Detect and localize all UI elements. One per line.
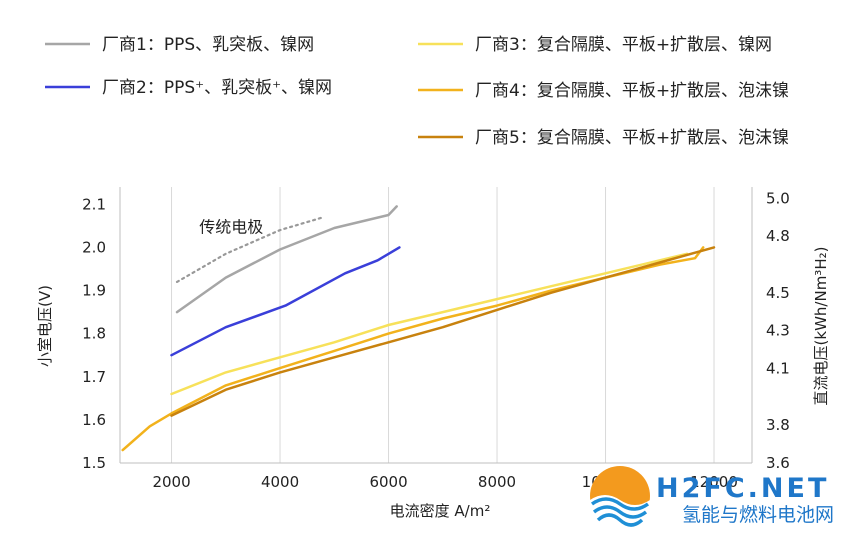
- axes: 1.5 1.6 1.7 1.8 1.9 2.0 2.1 3.6 3.8 4.1 4.3 4.5 4.8 5…: [36, 187, 830, 520]
- y-tick-label: 1.7: [82, 368, 106, 386]
- logo-wave: [596, 513, 644, 527]
- legend-label: 厂商4：复合隔膜、平板+扩散层、泡沫镍: [475, 81, 789, 101]
- y2-tick-label: 5.0: [766, 189, 790, 207]
- logo-wave: [592, 505, 648, 519]
- series-line: [170, 246, 716, 417]
- y2-tick-label: 3.6: [766, 454, 790, 472]
- grid: [171, 187, 715, 463]
- y-tick-label: 1.6: [82, 411, 106, 429]
- legend-label: 厂商2：PPS⁺、乳突板⁺、镍网: [102, 78, 332, 98]
- logo-wave: [590, 497, 650, 511]
- x-tick-label: 2000: [152, 473, 190, 491]
- legend-label: 厂商1：PPS、乳突板、镍网: [102, 35, 314, 55]
- series-line: [175, 205, 398, 314]
- y-tick-label: 1.9: [82, 282, 106, 300]
- series-line: [170, 252, 689, 396]
- x-tick-label: 4000: [261, 473, 299, 491]
- y2-tick-label: 4.1: [766, 359, 790, 377]
- y-tick-label: 1.8: [82, 325, 106, 343]
- y-tick-label: 1.5: [82, 454, 106, 472]
- watermark-text: H2FC.NET: [656, 473, 829, 504]
- y-tick-label: 2.0: [82, 238, 106, 256]
- y-tick-label: 2.1: [82, 195, 106, 213]
- legend-label: 厂商5：复合隔膜、平板+扩散层、泡沫镍: [475, 128, 789, 148]
- y-axis-title: 小室电压(V): [36, 285, 54, 367]
- annotations: 传统电极: [199, 217, 263, 236]
- y2-tick-label: 4.3: [766, 322, 790, 340]
- y2-axis-title: 直流电压(kWh/Nm³H₂): [812, 247, 830, 406]
- series-line: [175, 216, 325, 283]
- x-axis-title: 电流密度 A/m²: [390, 502, 491, 520]
- annotation-label: 传统电极: [199, 217, 263, 236]
- y2-tick-label: 4.8: [766, 227, 790, 245]
- x-tick-label: 12000: [690, 473, 738, 491]
- x-tick-label: 8000: [478, 473, 516, 491]
- series-line: [121, 246, 705, 452]
- series-lines: [121, 205, 716, 452]
- watermark-subtitle: 氢能与燃料电池网: [682, 504, 834, 526]
- series-line: [170, 246, 401, 357]
- legend-label: 厂商3：复合隔膜、平板+扩散层、镍网: [475, 35, 772, 55]
- y2-tick-label: 3.8: [766, 416, 790, 434]
- watermark-logo-icon: [590, 466, 650, 527]
- y2-tick-label: 4.5: [766, 284, 790, 302]
- x-tick-label: 6000: [369, 473, 407, 491]
